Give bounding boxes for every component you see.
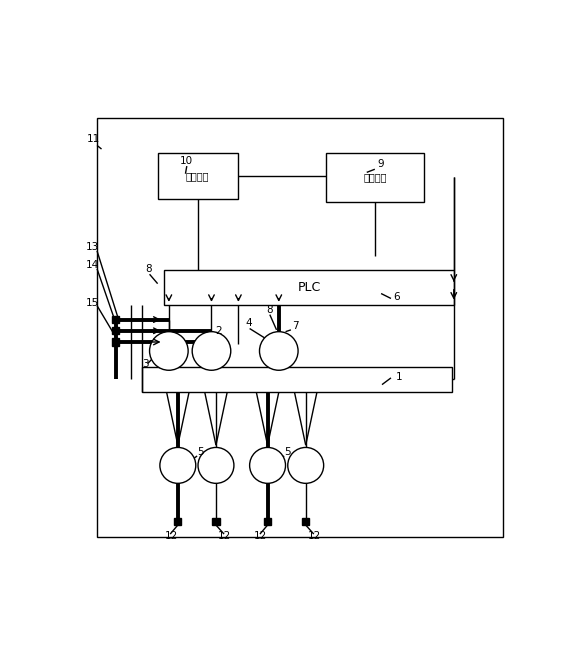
Circle shape [149, 331, 188, 370]
Text: 9: 9 [378, 159, 384, 169]
Text: 5: 5 [197, 447, 204, 457]
Circle shape [160, 447, 196, 483]
Text: 15: 15 [86, 298, 99, 308]
Bar [326, 153, 424, 202]
Circle shape [288, 447, 324, 483]
Text: 8: 8 [266, 305, 273, 315]
Text: 6: 6 [393, 292, 400, 302]
Text: 8: 8 [145, 265, 152, 274]
Circle shape [259, 331, 298, 370]
Bar [112, 328, 119, 334]
Bar [101, 122, 499, 533]
Text: 14: 14 [86, 260, 99, 270]
Bar [112, 339, 119, 346]
Text: 4: 4 [245, 318, 252, 328]
Text: 加热装置: 加热装置 [363, 172, 387, 182]
Bar [142, 367, 452, 392]
Bar [174, 518, 181, 525]
Text: 3: 3 [142, 359, 149, 369]
Text: 12: 12 [218, 531, 232, 540]
Text: 12: 12 [308, 531, 321, 540]
Text: 1: 1 [395, 372, 402, 382]
Bar [302, 518, 309, 525]
Bar [212, 518, 219, 525]
Text: 2: 2 [215, 326, 222, 337]
Text: PLC: PLC [298, 281, 321, 294]
Bar [264, 518, 271, 525]
Text: 12: 12 [254, 531, 267, 540]
Circle shape [198, 447, 234, 483]
Circle shape [192, 331, 231, 370]
Text: 温控装置: 温控装置 [186, 171, 210, 181]
Text: 13: 13 [86, 242, 99, 252]
Bar [112, 316, 119, 323]
Text: 5: 5 [284, 447, 291, 457]
Text: 7: 7 [292, 320, 299, 331]
Circle shape [250, 447, 285, 483]
Text: 11: 11 [87, 134, 100, 144]
Text: 12: 12 [164, 531, 178, 540]
Bar [164, 271, 454, 305]
Text: 10: 10 [180, 156, 193, 166]
Bar [157, 153, 237, 199]
